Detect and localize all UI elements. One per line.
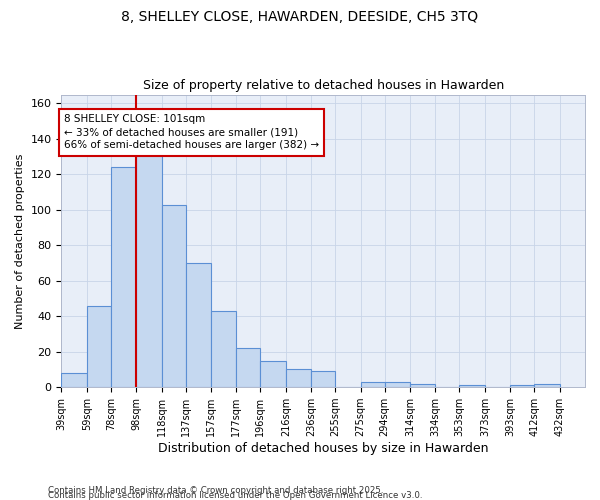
X-axis label: Distribution of detached houses by size in Hawarden: Distribution of detached houses by size … <box>158 442 488 455</box>
Bar <box>311 372 335 387</box>
Bar <box>385 382 410 387</box>
Bar <box>410 384 436 387</box>
Bar <box>161 204 185 387</box>
Bar <box>61 373 87 387</box>
Bar <box>136 155 161 387</box>
Bar <box>185 263 211 387</box>
Bar <box>87 306 111 387</box>
Text: Contains public sector information licensed under the Open Government Licence v3: Contains public sector information licen… <box>48 491 422 500</box>
Bar <box>361 382 385 387</box>
Title: Size of property relative to detached houses in Hawarden: Size of property relative to detached ho… <box>143 79 504 92</box>
Bar <box>260 360 286 387</box>
Bar <box>211 311 236 387</box>
Bar <box>111 168 136 387</box>
Bar <box>236 348 260 387</box>
Bar <box>286 370 311 387</box>
Bar <box>460 386 485 387</box>
Text: 8 SHELLEY CLOSE: 101sqm
← 33% of detached houses are smaller (191)
66% of semi-d: 8 SHELLEY CLOSE: 101sqm ← 33% of detache… <box>64 114 319 150</box>
Bar <box>510 386 534 387</box>
Bar <box>534 384 560 387</box>
Text: 8, SHELLEY CLOSE, HAWARDEN, DEESIDE, CH5 3TQ: 8, SHELLEY CLOSE, HAWARDEN, DEESIDE, CH5… <box>121 10 479 24</box>
Text: Contains HM Land Registry data © Crown copyright and database right 2025.: Contains HM Land Registry data © Crown c… <box>48 486 383 495</box>
Y-axis label: Number of detached properties: Number of detached properties <box>15 153 25 328</box>
